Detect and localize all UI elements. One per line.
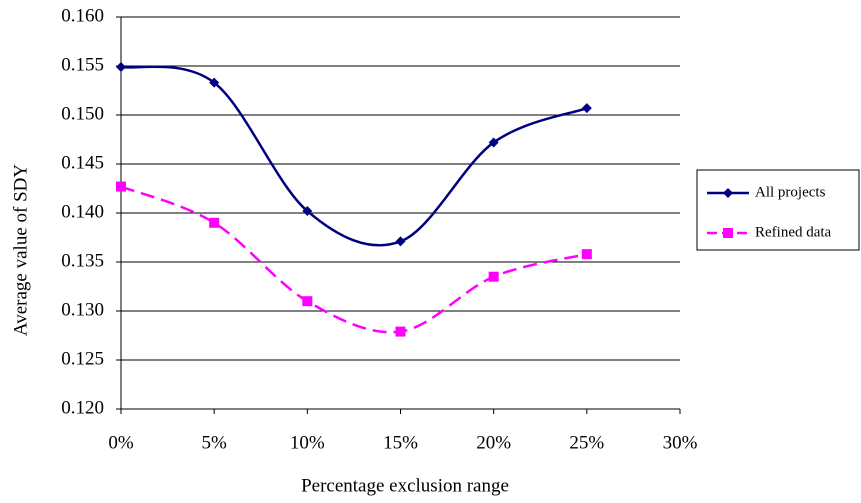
marker [116, 61, 126, 72]
marker [395, 326, 406, 337]
legend-marker [723, 188, 733, 198]
y-tick-label: 0.120 [61, 397, 104, 418]
y-axis-title: Average value of SDY [10, 164, 31, 336]
y-tick-label: 0.135 [61, 250, 104, 271]
marker [395, 236, 406, 247]
marker [116, 181, 126, 192]
y-tick-label: 0.155 [61, 54, 104, 75]
marker [209, 217, 220, 228]
marker [581, 103, 592, 114]
y-tick-label: 0.150 [61, 103, 104, 124]
x-tick-label: 10% [290, 432, 325, 453]
marker [488, 271, 499, 282]
y-tick-label: 0.125 [61, 348, 104, 369]
legend-label: Refined data [755, 224, 832, 240]
legend-label: All projects [755, 184, 826, 200]
marker [581, 249, 592, 260]
x-tick-label: 15% [383, 432, 418, 453]
legend-marker [723, 228, 733, 238]
series-line [120, 65, 588, 247]
marker [302, 206, 313, 217]
x-tick-label: 30% [663, 432, 698, 453]
x-tick-label: 20% [476, 432, 511, 453]
x-axis-title: Percentage exclusion range [301, 475, 509, 496]
marker [488, 137, 499, 148]
x-tick-label: 25% [569, 432, 604, 453]
y-tick-label: 0.145 [61, 152, 104, 173]
y-tick-label: 0.160 [61, 5, 104, 26]
y-tick-label: 0.140 [61, 201, 104, 222]
x-tick-label: 0% [108, 432, 134, 453]
x-tick-label: 5% [202, 432, 228, 453]
legend: All projects Refined data [696, 169, 860, 251]
marker [302, 296, 313, 307]
series-line [120, 185, 588, 334]
marker [209, 77, 220, 88]
y-tick-label: 0.130 [61, 299, 104, 320]
